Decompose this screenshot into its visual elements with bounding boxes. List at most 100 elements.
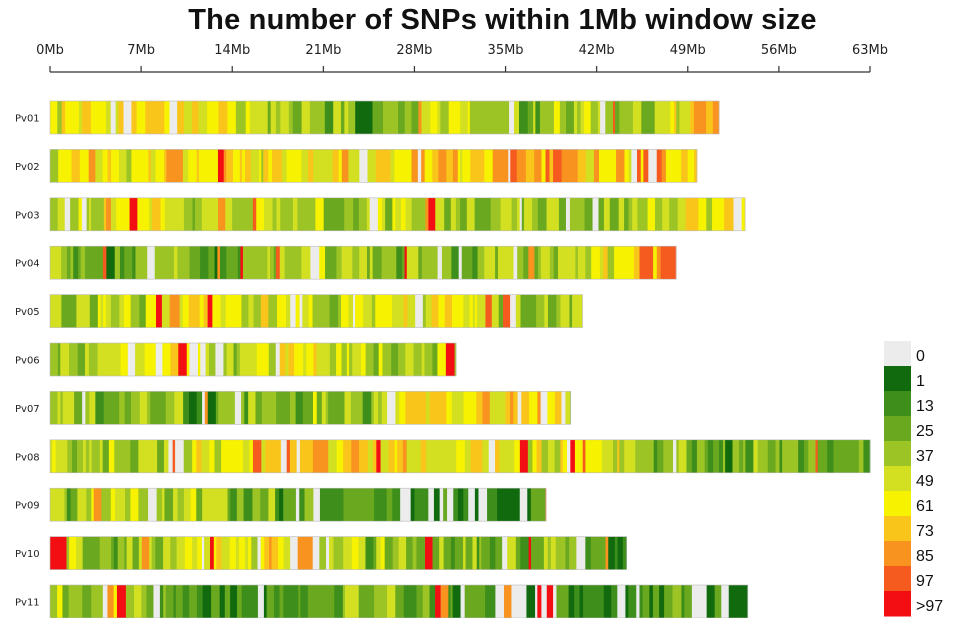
density-cell [266, 585, 275, 618]
density-cell [402, 149, 412, 183]
density-cell [395, 391, 400, 425]
density-cell [426, 391, 430, 425]
density-cell [126, 149, 132, 183]
density-cell [338, 149, 343, 183]
density-cell [312, 439, 323, 473]
density-cell [399, 391, 406, 425]
density-cell [102, 246, 107, 280]
density-cell [603, 197, 611, 231]
density-cell [652, 585, 660, 618]
density-cell [454, 343, 457, 376]
density-cell [276, 197, 281, 231]
density-cell [561, 149, 568, 183]
density-cell [77, 439, 80, 473]
density-cell [823, 439, 828, 473]
density-cell [317, 585, 322, 618]
density-cell [82, 101, 92, 134]
density-cell [647, 197, 656, 231]
density-cell [593, 149, 600, 183]
density-cell [348, 149, 353, 183]
density-cell [256, 343, 262, 376]
density-cell [323, 197, 327, 231]
density-cell [245, 343, 255, 376]
legend-swatch [884, 516, 911, 542]
density-cell [613, 439, 618, 473]
density-cell [641, 101, 648, 134]
legend-swatch [884, 541, 911, 567]
density-cell [279, 246, 286, 280]
density-cell [530, 488, 536, 522]
density-cell [275, 101, 281, 134]
density-cell [103, 536, 112, 570]
density-cell [614, 246, 623, 280]
density-cell [103, 294, 107, 328]
density-cell [376, 536, 382, 570]
density-cell [165, 391, 175, 425]
density-cell [89, 294, 95, 328]
density-cell [301, 101, 311, 134]
density-cell [106, 246, 116, 280]
density-cell [210, 536, 215, 570]
density-cell [489, 585, 496, 618]
density-cell [249, 585, 259, 618]
density-cell [66, 294, 74, 328]
density-cell [528, 246, 535, 280]
density-cell [535, 585, 538, 618]
density-cell [374, 585, 380, 618]
density-cell [841, 439, 845, 473]
density-cell [290, 294, 297, 328]
density-cell [428, 197, 436, 231]
density-cell [60, 343, 70, 376]
density-cell [111, 536, 115, 570]
density-cell [599, 149, 604, 183]
density-cell [394, 149, 404, 183]
density-cell [273, 585, 280, 618]
chromosome-row-pv03: Pv03 [15, 197, 746, 232]
density-cell [549, 246, 555, 280]
density-cell [223, 343, 227, 376]
density-cell [362, 391, 372, 425]
density-cell [537, 197, 547, 231]
density-cell [55, 439, 63, 473]
density-cell [550, 536, 557, 570]
density-cell [464, 439, 471, 473]
density-cell [135, 343, 140, 376]
density-cell [394, 439, 398, 473]
density-cell [124, 246, 133, 280]
density-cell [90, 536, 99, 570]
density-cell [50, 101, 55, 134]
density-cell [337, 197, 345, 231]
density-cell [226, 343, 231, 376]
density-cell [346, 488, 353, 522]
density-cell [50, 585, 58, 618]
density-cell [241, 585, 250, 618]
density-cell [285, 391, 291, 425]
density-cell [102, 439, 110, 473]
density-cell [260, 343, 270, 376]
density-cell [99, 536, 105, 570]
density-cell [404, 488, 412, 522]
chromosome-row-pv02: Pv02 [15, 149, 698, 183]
density-cell [525, 149, 530, 183]
density-cell [61, 246, 68, 280]
density-cell [253, 294, 262, 328]
density-cell [779, 439, 783, 473]
density-cell [458, 246, 463, 280]
density-cell [237, 197, 246, 231]
density-cell [431, 294, 439, 328]
density-cell [679, 101, 685, 134]
density-cell [281, 294, 287, 328]
density-cell [437, 101, 441, 134]
density-cell [203, 294, 209, 328]
density-cell [422, 294, 427, 328]
density-cell [617, 585, 626, 618]
density-cell [378, 391, 383, 425]
density-cell [510, 294, 517, 328]
density-cell [484, 246, 490, 280]
density-cell [164, 197, 169, 231]
density-cell [574, 149, 579, 183]
density-cell [439, 488, 444, 522]
density-cell [167, 197, 172, 231]
density-cell [148, 439, 158, 473]
density-cell [693, 101, 702, 134]
